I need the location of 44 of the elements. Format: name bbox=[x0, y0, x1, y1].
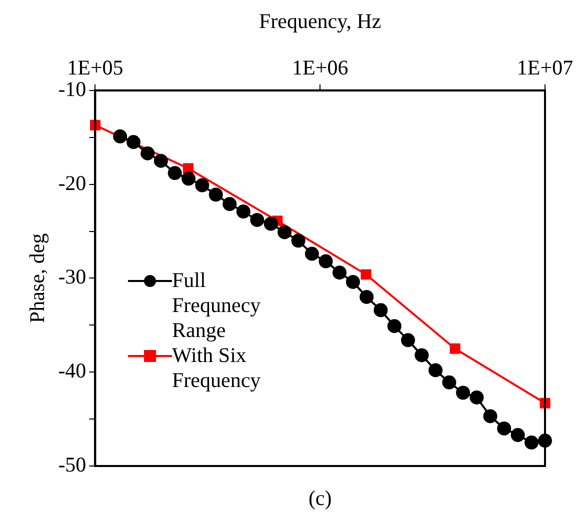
y-tick-label: -40 bbox=[58, 358, 86, 383]
point bbox=[264, 216, 278, 231]
x-tick-label: 1E+05 bbox=[67, 55, 124, 80]
point bbox=[318, 254, 333, 268]
point bbox=[470, 390, 484, 404]
point bbox=[168, 166, 182, 180]
point bbox=[236, 204, 250, 219]
x-tick-label: 1E+06 bbox=[292, 55, 348, 80]
point bbox=[428, 363, 443, 378]
point bbox=[332, 266, 347, 280]
point bbox=[346, 274, 360, 289]
legend-label: With Six Frequency bbox=[172, 343, 262, 393]
point bbox=[483, 409, 498, 424]
point bbox=[387, 319, 402, 334]
text: (c) bbox=[308, 486, 332, 510]
point bbox=[208, 188, 223, 202]
point bbox=[222, 197, 237, 212]
y-axis-title: Phase, deg bbox=[25, 232, 50, 324]
point bbox=[374, 303, 388, 318]
point bbox=[195, 178, 210, 192]
point bbox=[304, 246, 319, 261]
point bbox=[401, 333, 416, 348]
point bbox=[113, 129, 128, 144]
point bbox=[524, 436, 539, 450]
point bbox=[182, 172, 196, 186]
point bbox=[291, 234, 306, 248]
point bbox=[154, 154, 168, 168]
point bbox=[140, 146, 155, 160]
x-axis-title: Frequency, Hz bbox=[258, 9, 382, 34]
x-tick-label: 1E+07 bbox=[516, 55, 574, 80]
y-tick-label: -30 bbox=[58, 264, 86, 289]
y-tick-label: -10 bbox=[58, 76, 86, 101]
point bbox=[414, 348, 429, 362]
point bbox=[497, 421, 512, 436]
y-tick-label: -50 bbox=[58, 452, 86, 477]
y-tick-label: -20 bbox=[58, 170, 86, 195]
point bbox=[456, 386, 470, 400]
point bbox=[360, 290, 374, 304]
point bbox=[278, 225, 292, 240]
point bbox=[510, 428, 525, 442]
point bbox=[442, 375, 456, 390]
point bbox=[250, 212, 264, 227]
legend-label: Full Frequnecy Range bbox=[172, 268, 262, 343]
point bbox=[126, 135, 140, 150]
